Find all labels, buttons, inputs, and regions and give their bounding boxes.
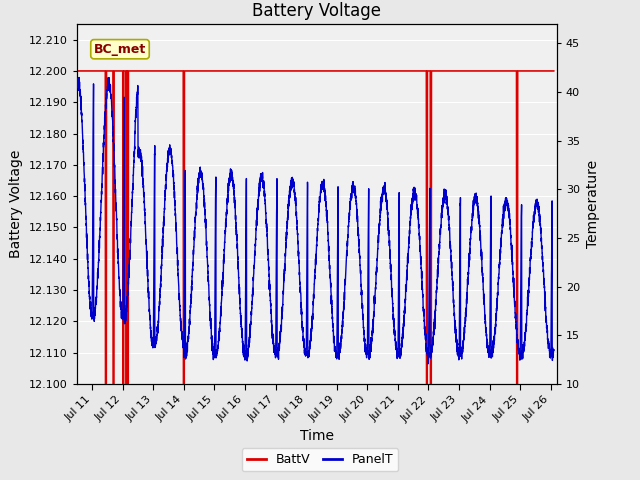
Y-axis label: Battery Voltage: Battery Voltage xyxy=(10,150,23,258)
Text: BC_met: BC_met xyxy=(94,43,146,56)
Legend: BattV, PanelT: BattV, PanelT xyxy=(242,448,398,471)
Y-axis label: Temperature: Temperature xyxy=(586,160,600,248)
X-axis label: Time: Time xyxy=(300,429,334,443)
Title: Battery Voltage: Battery Voltage xyxy=(252,1,381,20)
